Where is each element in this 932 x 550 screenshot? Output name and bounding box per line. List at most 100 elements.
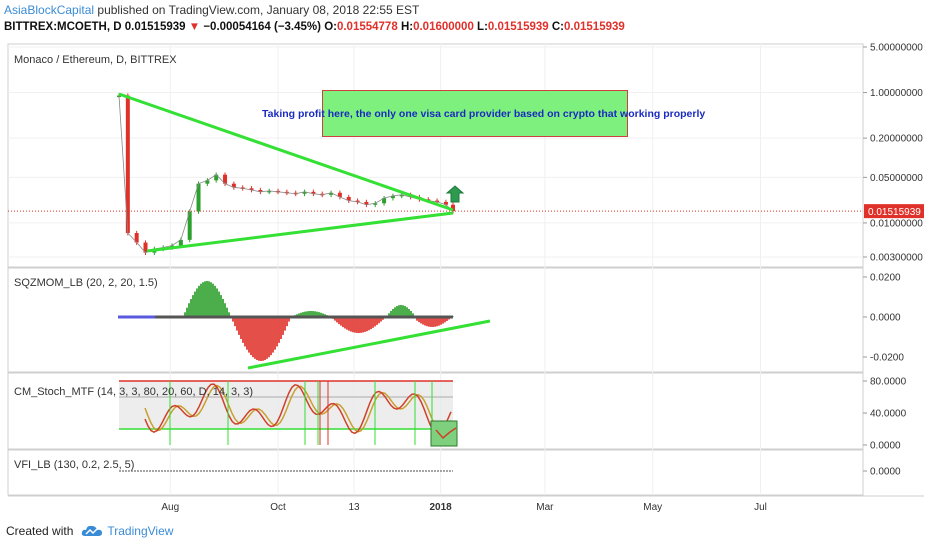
sqz-bar	[248, 317, 250, 353]
sqz-bar	[406, 307, 408, 317]
ohlc-line: BITTREX:MCOETH, D 0.01515939 ▼ −0.000541…	[4, 21, 625, 33]
tradingview-brand-link[interactable]: TradingView	[107, 524, 174, 538]
open-label: O:	[324, 21, 337, 33]
sqz-bar	[192, 295, 194, 317]
sqz-bar	[250, 317, 252, 356]
sqz-bar	[318, 312, 320, 317]
sqz-trendline	[247, 319, 491, 370]
sqz-bar	[438, 317, 440, 326]
sqz-bar	[346, 317, 348, 330]
sqz-bar	[388, 313, 390, 317]
sqz-bar	[338, 317, 340, 325]
sqz-bar	[268, 317, 270, 358]
sqz-bar	[298, 313, 300, 317]
low-value: 0.01515939	[487, 21, 549, 33]
sqz-bar	[446, 317, 448, 321]
main-pane-title: Monaco / Ethereum, D, BITTREX	[14, 54, 177, 66]
price-candle-body	[302, 191, 307, 194]
x-tick-label: Oct	[270, 502, 286, 513]
x-tick-label: 2018	[430, 502, 453, 513]
stoch-pane-title: CM_Stoch_MTF (14, 3, 3, 80, 20, 60, D, 1…	[14, 386, 254, 398]
breakout-arrow-icon	[445, 185, 465, 203]
stoch-highlight-line	[435, 427, 457, 440]
sqz-bar	[202, 282, 204, 317]
sqz-bar	[410, 311, 412, 317]
sqz-bar	[378, 317, 380, 324]
price-badge-label: 0.01515939	[868, 207, 921, 218]
sqz-bar	[352, 317, 354, 333]
high-value: 0.01600000	[413, 21, 474, 33]
sqz-pane-title: SQZMOM_LB (20, 2, 20, 1.5)	[14, 277, 158, 289]
sqz-bar	[356, 317, 358, 333]
sqz-bar	[310, 311, 312, 317]
sqz-bar	[364, 317, 366, 332]
price-candle-body	[267, 190, 272, 193]
sqz-bar	[224, 303, 226, 317]
sqz-bar	[440, 317, 442, 325]
sqz-bar	[218, 291, 220, 317]
open-value: 0.01554778	[336, 21, 398, 33]
y-tick-label: 0.05000000	[870, 173, 923, 184]
price-candle-body	[223, 174, 228, 184]
sqz-bar	[396, 306, 398, 317]
sqz-bar	[278, 317, 280, 343]
price-candle-body	[187, 211, 192, 240]
price-candle-body	[337, 192, 342, 197]
sqz-bar	[390, 311, 392, 317]
sqz-bar	[262, 317, 264, 361]
price-candle-body	[399, 194, 404, 197]
sqz-bar	[274, 317, 276, 350]
sqz-bar	[232, 317, 234, 322]
sqz-bar	[228, 312, 230, 317]
sqz-bar	[428, 317, 430, 327]
sqz-bar	[252, 317, 254, 358]
sqz-bar	[198, 285, 200, 317]
stoch-tick-label: 80.0000	[870, 377, 907, 388]
y-tick-label: 0.20000000	[870, 134, 923, 145]
sqz-bar	[366, 317, 368, 332]
sqz-bar	[392, 308, 394, 317]
sqz-bar	[314, 311, 316, 317]
sqz-bar	[412, 313, 414, 317]
sqz-bar	[214, 285, 216, 317]
sqz-bar	[442, 317, 444, 324]
sqz-bar	[432, 317, 434, 327]
upper-trendline	[118, 92, 454, 212]
sqz-bar	[402, 305, 404, 317]
sqz-bar	[308, 311, 310, 317]
y-tick-label: 1.00000000	[870, 88, 923, 99]
publish-info: published on TradingView.com, January 08…	[97, 3, 420, 17]
sqz-bar	[444, 317, 446, 323]
price-candle-body	[178, 239, 183, 246]
high-label: H:	[400, 21, 414, 33]
sqz-bar	[212, 283, 214, 317]
price-candle-body	[125, 95, 130, 234]
sqz-bar	[354, 317, 356, 333]
sqz-bar	[208, 281, 210, 317]
price-candle-body	[196, 183, 201, 212]
sqz-bar	[362, 317, 364, 333]
sqz-bar	[434, 317, 436, 327]
lower-trendline	[146, 211, 454, 253]
sqz-bar	[280, 317, 282, 339]
sqz-bar	[282, 317, 284, 335]
sqz-bar	[194, 291, 196, 317]
annotation-box[interactable]	[322, 90, 628, 137]
vfi-pane-title: VFI_LB (130, 0.2, 2.5, 5)	[14, 459, 135, 471]
sqz-bar	[344, 317, 346, 329]
sqz-bar	[200, 283, 202, 317]
sqz-bar	[240, 317, 242, 339]
pane-frame-0	[7, 43, 864, 268]
sqz-bar	[400, 305, 402, 317]
sqz-bar	[256, 317, 258, 361]
sqz-bar	[416, 317, 418, 321]
sqz-bar	[304, 311, 306, 317]
sqz-tick-label: 0.0000	[870, 313, 901, 324]
sqz-bar	[242, 317, 244, 343]
sqz-bar	[422, 317, 424, 325]
sqz-bar	[238, 317, 240, 335]
author-link[interactable]: AsiaBlockCapital	[4, 3, 95, 17]
sqz-bar	[216, 288, 218, 317]
price-candle-body	[382, 198, 387, 204]
